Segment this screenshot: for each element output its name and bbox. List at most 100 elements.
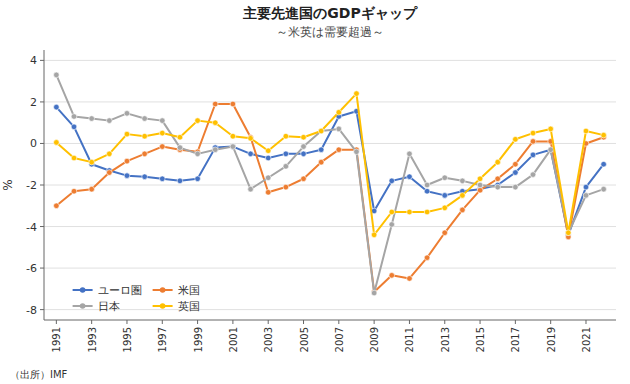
legend-marker: [160, 303, 166, 309]
point: [318, 159, 324, 165]
point: [513, 137, 519, 143]
point: [424, 188, 430, 194]
point: [89, 159, 95, 165]
x-tick: [515, 320, 516, 324]
x-tick: [56, 320, 57, 324]
x-tick: [550, 320, 551, 324]
y-tick: [40, 185, 44, 186]
point: [389, 273, 395, 279]
x-tick-label: 2003: [263, 327, 274, 352]
point: [89, 186, 95, 192]
y-tick: [40, 309, 44, 310]
point: [495, 176, 501, 182]
grid-line: [44, 268, 616, 269]
grid-line: [44, 101, 616, 102]
point: [195, 118, 201, 124]
point: [513, 184, 519, 190]
x-tick-label: 1999: [193, 327, 204, 352]
point: [424, 182, 430, 188]
legend-label: 日本: [98, 300, 120, 313]
point: [124, 111, 130, 117]
y-tick: [40, 226, 44, 227]
point: [71, 114, 77, 120]
x-tick-label: 1991: [51, 327, 62, 352]
chart: 主要先進国のGDPギャップ～米英は需要超過～-8-6-4-2024%199119…: [0, 0, 630, 384]
point: [195, 151, 201, 157]
point: [407, 209, 413, 215]
x-tick-label: 2009: [369, 327, 380, 352]
y-tick: [40, 101, 44, 102]
point: [54, 72, 60, 78]
x-ticks: 1991199319951997199920012003200520072009…: [51, 320, 592, 352]
series: [54, 72, 607, 296]
point: [177, 134, 183, 140]
x-tick: [126, 320, 127, 324]
point: [601, 161, 607, 167]
point: [265, 189, 271, 195]
x-tick-label: 2011: [404, 327, 415, 352]
point: [513, 161, 519, 167]
point: [159, 144, 165, 150]
point: [354, 91, 360, 97]
line: [56, 75, 603, 293]
x-tick: [162, 320, 163, 324]
point: [460, 178, 466, 184]
point: [177, 145, 183, 151]
x-tick: [232, 320, 233, 324]
point: [601, 186, 607, 192]
x-tick: [585, 320, 586, 324]
x-tick: [374, 320, 375, 324]
point: [265, 155, 271, 161]
x-tick-label: 1997: [157, 327, 168, 352]
point: [495, 159, 501, 165]
point: [124, 131, 130, 137]
grid-line: [44, 226, 616, 227]
point: [142, 116, 148, 122]
point: [124, 173, 130, 179]
point: [336, 126, 342, 132]
y-tick-label: -6: [26, 262, 37, 275]
point: [301, 144, 307, 150]
plot-area: [54, 72, 607, 296]
y-tick-label: 4: [30, 54, 37, 67]
point: [71, 155, 77, 161]
legend: ユーロ圏米国日本英国: [73, 284, 200, 313]
point: [212, 120, 218, 126]
point: [248, 186, 254, 192]
point: [407, 151, 413, 157]
point: [424, 209, 430, 215]
x-tick: [303, 320, 304, 324]
point: [301, 134, 307, 140]
x-tick: [409, 320, 410, 324]
point: [283, 164, 289, 170]
point: [107, 151, 113, 157]
legend-label: 米国: [178, 284, 200, 297]
x-tick: [268, 320, 269, 324]
point: [442, 175, 448, 181]
point: [212, 147, 218, 153]
legend-label: 英国: [178, 300, 200, 313]
point: [442, 230, 448, 236]
y-tick-label: 2: [30, 96, 37, 109]
y-axis-label: %: [1, 179, 15, 190]
point: [601, 132, 607, 138]
y-tick: [40, 268, 44, 269]
grid-line: [44, 185, 616, 186]
point: [530, 172, 536, 178]
point: [265, 148, 271, 154]
point: [389, 209, 395, 215]
x-tick-label: 2005: [299, 327, 310, 352]
point: [71, 188, 77, 194]
legend-marker: [160, 287, 166, 293]
x-tick-label: 2021: [581, 327, 592, 352]
legend-item: 英国: [153, 300, 200, 313]
y-tick-label: -2: [26, 179, 37, 192]
point: [230, 101, 236, 107]
line: [56, 94, 603, 235]
point: [548, 126, 554, 132]
point: [583, 184, 589, 190]
x-tick-label: 2013: [440, 327, 451, 352]
point: [389, 222, 395, 228]
point: [548, 147, 554, 153]
legend-item: 米国: [153, 284, 200, 297]
